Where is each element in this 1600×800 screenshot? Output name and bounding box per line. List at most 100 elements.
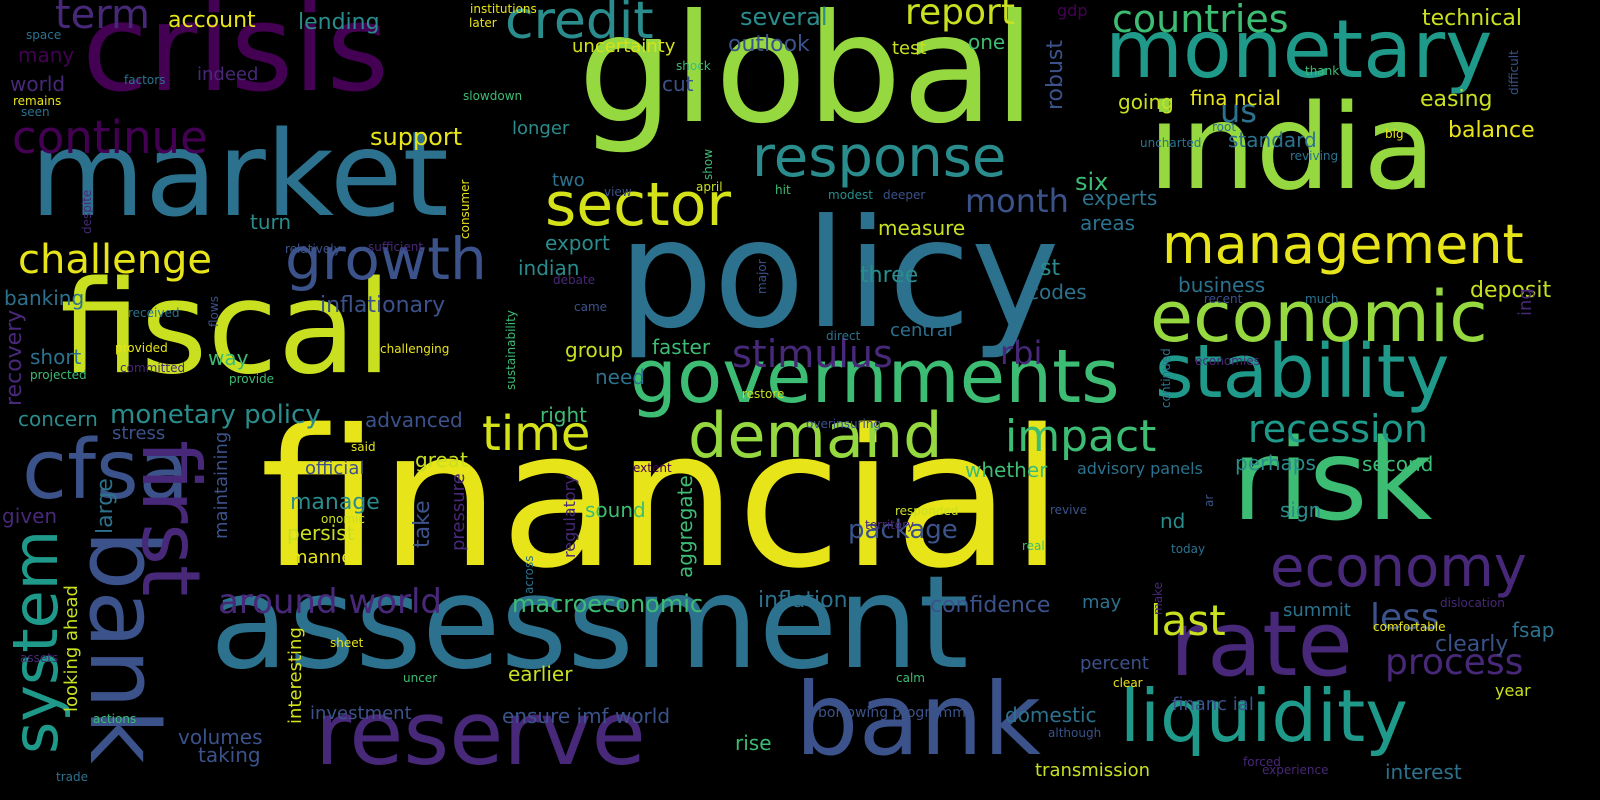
word-overinsuring: overinsuring xyxy=(806,417,882,431)
word-global: global xyxy=(578,0,1036,157)
word-debate: debate xyxy=(553,273,596,287)
word-confidence: confidence xyxy=(930,593,1051,618)
word-inflationary: inflationary xyxy=(320,293,446,318)
word-measure: measure xyxy=(878,216,966,240)
word-fsap: fsap xyxy=(1512,618,1555,642)
word-slowdown: slowdown xyxy=(463,89,523,103)
word-outlook: outlook xyxy=(728,32,810,57)
word-challenging: challenging xyxy=(380,342,450,356)
word-onomic: onomic xyxy=(321,512,365,526)
word-export: export xyxy=(545,231,610,255)
word-take: take xyxy=(410,500,435,548)
word-short: short xyxy=(30,345,82,369)
word-domestic: domestic xyxy=(1005,703,1097,727)
word-borrowing-programme: borrowing programme xyxy=(818,705,975,721)
word-manage: manage xyxy=(290,490,380,515)
word-easing: easing xyxy=(1420,87,1493,112)
word-great: great xyxy=(415,448,468,472)
word-support: support xyxy=(370,123,463,151)
word-stress: stress xyxy=(112,423,166,444)
word-clear: clear xyxy=(1113,676,1143,690)
word-many: many xyxy=(18,43,75,67)
word-volumes: volumes xyxy=(178,725,263,749)
word-factors: factors xyxy=(124,73,166,87)
word-make: make xyxy=(1151,582,1165,615)
word-countries: countries xyxy=(1112,0,1289,41)
word-going: going xyxy=(1118,90,1174,114)
word-fina-ncial: fina ncial xyxy=(1190,86,1281,110)
word-thank: thank xyxy=(1305,64,1340,78)
word-sector: sector xyxy=(545,170,732,240)
word-manner: manner xyxy=(290,547,360,568)
word-several: several xyxy=(740,3,828,31)
word-one: one xyxy=(968,30,1006,54)
word-last: last xyxy=(1150,596,1226,645)
word-interesting: interesting xyxy=(285,627,306,724)
word-dislocation: dislocation xyxy=(1440,596,1505,610)
word-test: test xyxy=(892,38,927,59)
word-calm: calm xyxy=(896,671,925,685)
word-recession: recession xyxy=(1248,407,1428,451)
word-risk: risk xyxy=(1232,416,1433,546)
word-indian: indian xyxy=(518,256,580,280)
word-maintaining: maintaining xyxy=(211,431,232,539)
word-forced: forced xyxy=(1243,755,1281,769)
word-credit: credit xyxy=(505,0,654,51)
word-liquidity: liquidity xyxy=(1120,674,1408,758)
word-investment: investment xyxy=(310,703,412,724)
word-sound: sound xyxy=(585,498,646,522)
word-business: business xyxy=(1178,273,1266,297)
word-demand: demand xyxy=(688,399,943,472)
word-deeper: deeper xyxy=(883,188,926,202)
word-economic: economic xyxy=(1150,276,1488,358)
word-reviving: reviving xyxy=(1290,149,1339,163)
word-modest: modest xyxy=(828,188,873,202)
word-system: system xyxy=(0,529,72,754)
word-ing: ing xyxy=(1515,288,1536,316)
word-continue: continue xyxy=(12,111,208,164)
word-balance: balance xyxy=(1448,118,1535,143)
word-around-world: around world xyxy=(218,582,442,622)
word-uncertainty: uncertainty xyxy=(572,36,676,57)
word-rise: rise xyxy=(735,731,772,755)
word-need: need xyxy=(595,365,645,389)
word-territory: territory xyxy=(865,518,915,532)
word-group: group xyxy=(565,338,624,362)
word-impact: impact xyxy=(1005,411,1157,462)
word-world: world xyxy=(10,72,66,96)
word-comfortable: comfortable xyxy=(1373,620,1446,634)
word-advanced: advanced xyxy=(365,408,463,432)
word-stability: stability xyxy=(1155,329,1450,415)
word-remains: remains xyxy=(13,94,62,108)
word-stimulus: stimulus xyxy=(732,332,893,376)
word-management: management xyxy=(1162,213,1524,276)
word-despite: despite xyxy=(80,189,94,234)
word-much: much xyxy=(1305,292,1339,306)
word-hit: hit xyxy=(775,183,791,197)
word-looking-ahead: looking ahead xyxy=(61,585,82,712)
word-cfsa: cfsa xyxy=(22,423,189,518)
word-persist: persist xyxy=(287,521,355,545)
word-projected: projected xyxy=(30,368,87,382)
word-uncer: uncer xyxy=(403,671,438,685)
word-major: major xyxy=(755,259,769,294)
word-lending: lending xyxy=(298,10,380,35)
word-continued: continued xyxy=(1159,348,1173,408)
word-inflation: inflation xyxy=(758,588,848,613)
word-package: package xyxy=(848,515,958,545)
word-st: st xyxy=(1040,256,1061,281)
word-root: root xyxy=(1212,120,1237,134)
word-account: account xyxy=(168,8,256,33)
word-turn: turn xyxy=(250,210,292,234)
word-space: space xyxy=(26,28,62,42)
word-uncharted: uncharted xyxy=(1140,136,1202,150)
word-bank: bank xyxy=(795,661,1042,778)
word-year: year xyxy=(1495,681,1531,700)
word-right: right xyxy=(540,403,587,427)
word-experts: experts xyxy=(1082,186,1158,210)
word-restore: restore xyxy=(742,387,785,401)
word-committed: committed xyxy=(120,361,186,375)
word-across: across xyxy=(522,555,536,594)
word-first: first xyxy=(124,440,217,597)
